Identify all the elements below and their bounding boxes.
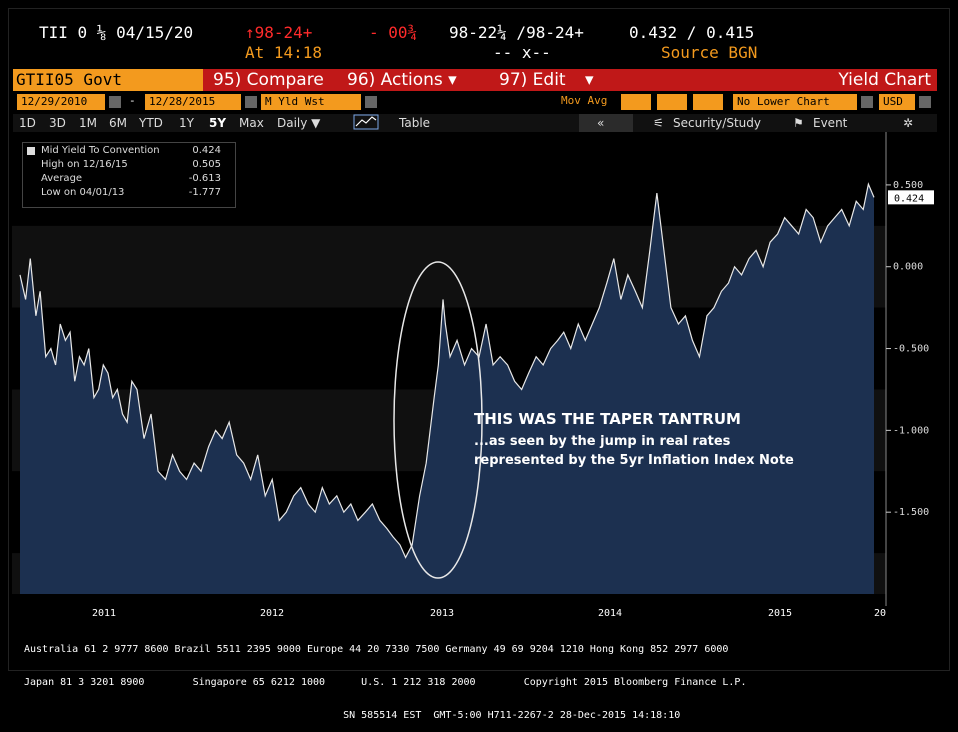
- quote-time: At 14:18: [245, 43, 323, 62]
- footer-line-3: SN 585514 EST GMT-5:00 H711-2267-2 28-De…: [24, 710, 681, 721]
- legend-label-current: Mid Yield To Convention: [41, 145, 160, 156]
- ticker-field[interactable]: GTII05 Govt: [13, 69, 203, 91]
- tab-6m[interactable]: 6M: [109, 116, 127, 130]
- chart-type-icon[interactable]: [353, 114, 383, 132]
- legend-label-high: High on 12/16/15: [41, 159, 128, 170]
- mov-avg-field-2[interactable]: [657, 94, 687, 110]
- x-tick-label: 2015: [768, 608, 793, 619]
- flag-icon[interactable]: ⚑: [793, 116, 804, 130]
- screen-title: Yield Chart: [838, 70, 931, 90]
- net-change: - 00¾: [369, 23, 418, 42]
- last-value-label: 0.424: [894, 193, 924, 204]
- series-area: [20, 184, 874, 594]
- y-tick-label: 0.500: [893, 180, 923, 191]
- legend-value-average: -0.613: [188, 173, 221, 184]
- mov-avg-field-1[interactable]: [621, 94, 651, 110]
- series-swatch-icon[interactable]: [27, 147, 35, 155]
- event-button[interactable]: Event: [813, 116, 848, 130]
- tab-3d[interactable]: 3D: [49, 116, 66, 130]
- tab-ytd[interactable]: YTD: [139, 116, 163, 130]
- y-tick-label: 0.000: [893, 262, 923, 273]
- source: Source BGN: [661, 43, 758, 62]
- tab-1y[interactable]: 1Y: [179, 116, 194, 130]
- field-select[interactable]: M Yld Wst: [261, 94, 361, 110]
- bid-ask: 98-22¼ /98-24+: [449, 23, 584, 42]
- lower-chart-select[interactable]: No Lower Chart: [733, 94, 857, 110]
- nav-back-button[interactable]: [579, 114, 633, 132]
- range-toolbar: 1D 3D 1M 6M YTD 1Y 5Y Max Daily ▼ Table …: [13, 114, 937, 132]
- actions-button[interactable]: 96) Actions ▾: [347, 70, 457, 90]
- settings-bar: 12/29/2010 - 12/28/2015 M Yld Wst Mov Av…: [13, 92, 937, 112]
- yields: 0.432 / 0.415: [629, 23, 755, 42]
- x-tick-label: 2012: [260, 608, 285, 619]
- compare-button[interactable]: 95) Compare: [213, 70, 324, 90]
- annotation-title: THIS WAS THE TAPER TANTRUM: [474, 410, 741, 428]
- security-name: TII 0 ⅛ 04/15/20: [39, 23, 194, 42]
- legend-value-low: -1.777: [188, 187, 221, 198]
- y-tick-label: -1.500: [893, 507, 929, 518]
- mov-avg-field-3[interactable]: [693, 94, 723, 110]
- legend-value-high: 0.505: [192, 159, 221, 170]
- y-axis: 0.500 0.000 -0.500 -1.000 -1.500 0.424: [885, 132, 934, 606]
- end-date-field[interactable]: 12/28/2015: [145, 94, 241, 110]
- period-select[interactable]: Daily ▼: [277, 116, 321, 130]
- date-separator: -: [129, 94, 136, 107]
- last-value-badge: [888, 190, 934, 205]
- security-study-icon[interactable]: ⚟: [653, 116, 664, 130]
- x-tick-label: 2013: [430, 608, 455, 619]
- mov-avg-label: Mov Avg: [561, 94, 608, 107]
- bid-ask-size: -- x--: [493, 43, 551, 62]
- calendar-icon[interactable]: [109, 96, 121, 108]
- footer: Australia 61 2 9777 8600 Brazil 5511 239…: [24, 622, 746, 732]
- x-tick-label: 20: [874, 608, 887, 619]
- y-tick-label: -1.000: [893, 425, 929, 436]
- start-date-field[interactable]: 12/29/2010: [17, 94, 105, 110]
- highlight-ellipse: [393, 261, 483, 579]
- footer-line-1: Australia 61 2 9777 8600 Brazil 5511 239…: [24, 644, 729, 655]
- yield-chart[interactable]: 0.500 0.000 -0.500 -1.000 -1.500 0.424: [12, 132, 946, 606]
- gear-icon[interactable]: ✲: [903, 116, 914, 130]
- tab-5y[interactable]: 5Y: [209, 116, 227, 130]
- nav-back-icon[interactable]: «: [597, 116, 605, 130]
- legend-box: Mid Yield To Convention 0.424 High on 12…: [22, 142, 236, 208]
- tab-1d[interactable]: 1D: [19, 116, 36, 130]
- edit-button[interactable]: 97) Edit: [499, 70, 566, 90]
- currency-select[interactable]: USD: [879, 94, 915, 110]
- function-bar: GTII05 Govt 95) Compare 96) Actions ▾ 97…: [13, 69, 937, 91]
- dropdown-arrow-icon[interactable]: [919, 96, 931, 108]
- series-line: [19, 182, 875, 559]
- table-button[interactable]: Table: [399, 116, 431, 130]
- dropdown-arrow-icon[interactable]: [861, 96, 873, 108]
- edit-dropdown-icon[interactable]: ▾: [585, 70, 594, 90]
- legend-label-average: Average: [41, 173, 83, 184]
- tab-1m[interactable]: 1M: [79, 116, 97, 130]
- y-tick-label: -0.500: [893, 344, 929, 355]
- annotation-line2: ...as seen by the jump in real rates: [474, 434, 731, 449]
- x-tick-label: 2014: [598, 608, 623, 619]
- dropdown-arrow-icon[interactable]: [365, 96, 377, 108]
- tab-max[interactable]: Max: [239, 116, 264, 130]
- price-change: ↑98-24+: [245, 23, 313, 42]
- security-study-button[interactable]: Security/Study: [673, 116, 761, 130]
- x-tick-label: 2011: [92, 608, 117, 619]
- series-layer: [19, 182, 875, 594]
- annotation: THIS WAS THE TAPER TANTRUM ...as seen by…: [474, 410, 794, 468]
- annotation-line3: represented by the 5yr Inflation Index N…: [474, 453, 794, 468]
- legend-label-low: Low on 04/01/13: [41, 187, 125, 198]
- calendar-icon[interactable]: [245, 96, 257, 108]
- legend-value-current: 0.424: [192, 145, 221, 156]
